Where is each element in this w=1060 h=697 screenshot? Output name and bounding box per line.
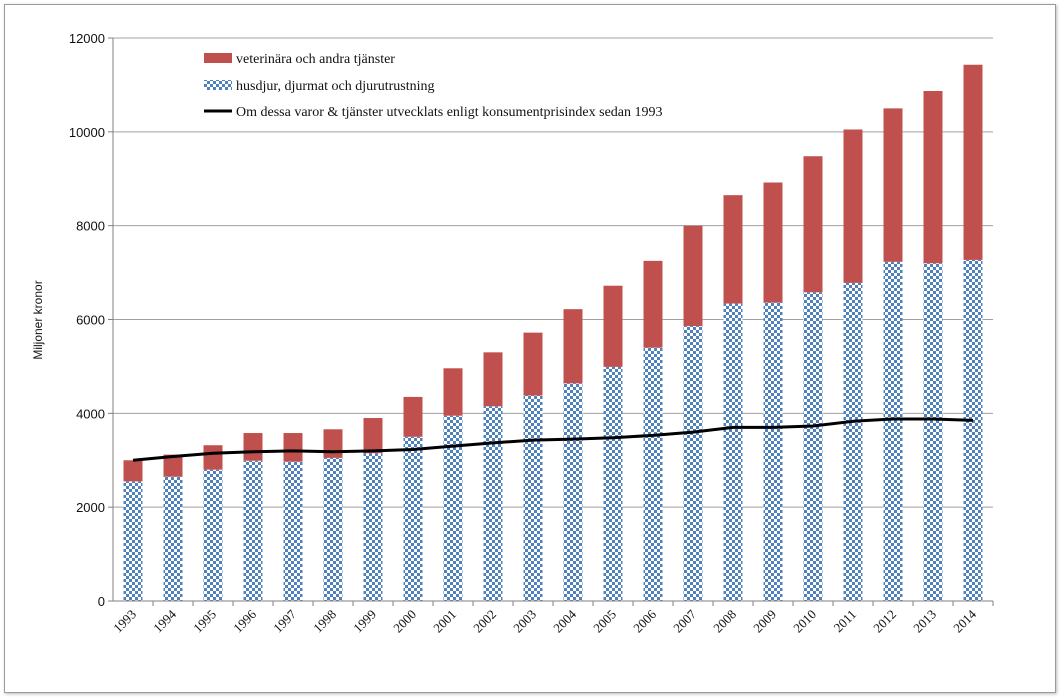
x-tick-label: 1993 <box>110 607 139 636</box>
y-axis-label: Miljoner kronor <box>31 280 45 359</box>
bar-veterinary-2005 <box>603 285 623 367</box>
bar-pets-2006 <box>643 347 663 601</box>
bar-pets-1993 <box>123 481 143 601</box>
x-tick-label: 2005 <box>590 607 619 636</box>
bar-pets-2008 <box>723 303 743 601</box>
bar-veterinary-2003 <box>523 332 543 396</box>
bar-pets-2003 <box>523 395 543 601</box>
bar-pets-1995 <box>203 469 223 601</box>
x-tick-label: 2008 <box>710 607 739 636</box>
bar-veterinary-2013 <box>923 91 943 264</box>
chart-frame <box>4 4 1056 693</box>
bar-veterinary-1998 <box>323 429 343 458</box>
bar-veterinary-1999 <box>363 418 383 454</box>
bar-veterinary-2014 <box>963 64 983 260</box>
y-tick-label: 12000 <box>69 31 105 46</box>
x-tick-label: 1997 <box>270 606 299 635</box>
y-tick-label: 6000 <box>76 313 105 328</box>
legend-swatch-pets <box>204 80 232 90</box>
legend-swatch-veterinary <box>204 53 232 63</box>
x-tick-label: 2011 <box>830 607 859 636</box>
bar-pets-1996 <box>243 460 263 601</box>
bar-veterinary-2001 <box>443 368 463 416</box>
x-tick-label: 2003 <box>510 607 539 636</box>
y-tick-label: 2000 <box>76 500 105 515</box>
bar-veterinary-1996 <box>243 433 263 461</box>
x-tick-label: 2013 <box>910 607 939 636</box>
bar-pets-2010 <box>803 292 823 601</box>
legend-label-pets: husdjur, djurmat och djurutrustning <box>236 79 435 94</box>
bar-pets-2004 <box>563 383 583 601</box>
x-tick-label: 1996 <box>230 606 259 635</box>
bar-veterinary-1997 <box>283 433 303 462</box>
bar-pets-2012 <box>883 261 903 601</box>
x-tick-label: 2012 <box>870 607 899 636</box>
bar-veterinary-1993 <box>123 460 143 482</box>
x-tick-label: 2000 <box>390 607 419 636</box>
legend-label-veterinary: veterinära och andra tjänster <box>236 52 395 67</box>
x-tick-label: 2001 <box>430 607 459 636</box>
bar-pets-1994 <box>163 476 183 601</box>
bar-pets-2014 <box>963 259 983 601</box>
bar-pets-2009 <box>763 302 783 601</box>
x-tick-label: 2006 <box>630 606 659 635</box>
x-tick-label: 2007 <box>670 606 699 635</box>
bar-pets-2005 <box>603 366 623 601</box>
bar-pets-2001 <box>443 415 463 601</box>
bar-veterinary-2011 <box>843 129 863 283</box>
x-tick-label: 1994 <box>150 606 179 635</box>
bar-veterinary-2012 <box>883 108 903 262</box>
bar-veterinary-2007 <box>683 225 703 327</box>
bar-veterinary-2004 <box>563 309 583 384</box>
x-tick-label: 1998 <box>310 607 339 636</box>
bar-veterinary-2002 <box>483 352 503 407</box>
x-tick-label: 2009 <box>750 607 779 636</box>
bar-pets-2000 <box>403 436 423 601</box>
bar-veterinary-1995 <box>203 445 223 470</box>
x-tick-label: 1999 <box>350 607 379 636</box>
x-tick-label: 2010 <box>790 607 819 636</box>
bar-veterinary-1994 <box>163 454 183 477</box>
y-tick-label: 8000 <box>76 219 105 234</box>
x-tick-label: 1995 <box>190 607 219 636</box>
bar-veterinary-2010 <box>803 156 823 293</box>
bar-veterinary-2006 <box>643 260 663 348</box>
bar-veterinary-2009 <box>763 182 783 303</box>
bar-veterinary-2008 <box>723 195 743 304</box>
legend-label-cpi: Om dessa varor & tjänster utvecklats enl… <box>236 105 663 120</box>
bar-pets-1999 <box>363 453 383 601</box>
bar-pets-2011 <box>843 282 863 601</box>
x-tick-label: 2014 <box>950 606 979 635</box>
bar-pets-2002 <box>483 406 503 601</box>
x-tick-label: 2002 <box>470 607 499 636</box>
x-tick-label: 2004 <box>550 606 579 635</box>
y-tick-label: 10000 <box>69 125 105 140</box>
cpi-line <box>132 417 974 462</box>
bar-veterinary-2000 <box>403 396 423 437</box>
bar-pets-2007 <box>683 326 703 601</box>
bar-pets-2013 <box>923 263 943 601</box>
y-tick-label: 4000 <box>76 406 105 421</box>
y-tick-label: 0 <box>98 594 105 609</box>
bar-pets-1998 <box>323 457 343 601</box>
bar-pets-1997 <box>283 461 303 601</box>
